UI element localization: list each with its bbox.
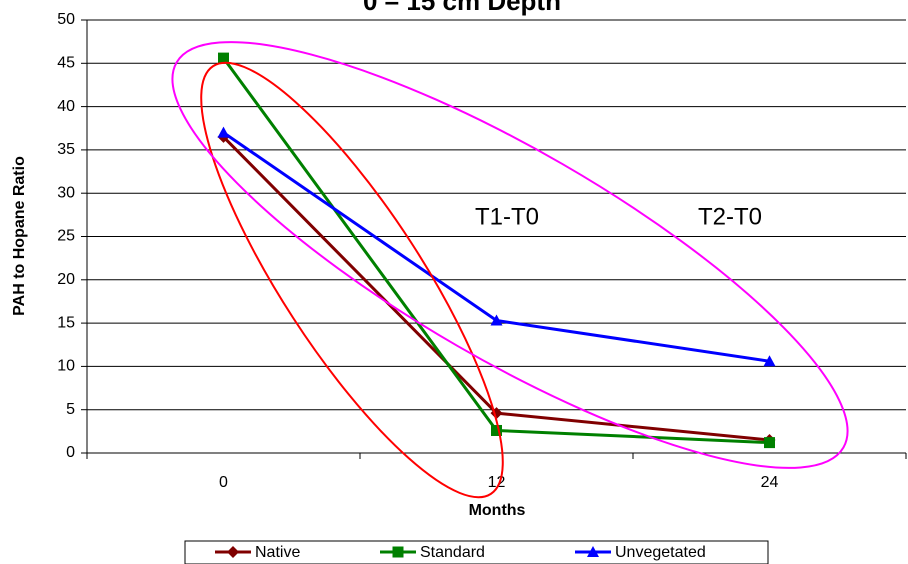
y-tick-label: 25: [57, 228, 75, 245]
legend-label: Unvegetated: [615, 544, 706, 561]
y-tick-label: 30: [57, 184, 75, 201]
y-tick-label: 45: [57, 55, 75, 72]
legend-box: [184, 540, 769, 564]
annotation: T2-T0: [698, 203, 762, 230]
x-tick-label: 0: [219, 474, 228, 491]
marker: [218, 52, 229, 64]
series-line: [222, 57, 770, 445]
marker: [764, 437, 775, 449]
highlight-ellipse: [200, 61, 504, 499]
y-tick-label: 40: [57, 98, 75, 115]
y-axis-title: PAH to Hopane Ratio: [11, 156, 28, 316]
y-tick-label: 20: [57, 271, 75, 288]
y-tick-label: 5: [66, 401, 75, 418]
legend-label: Native: [255, 544, 300, 561]
y-tick-label: 50: [57, 11, 75, 28]
x-tick-label: 24: [761, 474, 779, 491]
y-tick-label: 10: [57, 358, 75, 375]
chart-title: 0 – 15 cm Depth: [363, 0, 561, 16]
annotation: T1-T0: [475, 203, 539, 230]
marker: [763, 355, 776, 367]
marker: [227, 546, 239, 558]
legend-label: Standard: [420, 544, 485, 561]
y-tick-label: 0: [66, 444, 75, 461]
marker: [217, 126, 230, 138]
marker: [490, 314, 503, 326]
highlight-ellipse: [171, 41, 849, 469]
series-line: [222, 135, 770, 442]
x-axis-title: Months: [469, 502, 526, 519]
marker: [392, 546, 404, 558]
marker: [587, 546, 599, 557]
y-tick-label: 35: [57, 141, 75, 158]
y-tick-label: 15: [57, 314, 75, 331]
marker: [491, 424, 502, 436]
